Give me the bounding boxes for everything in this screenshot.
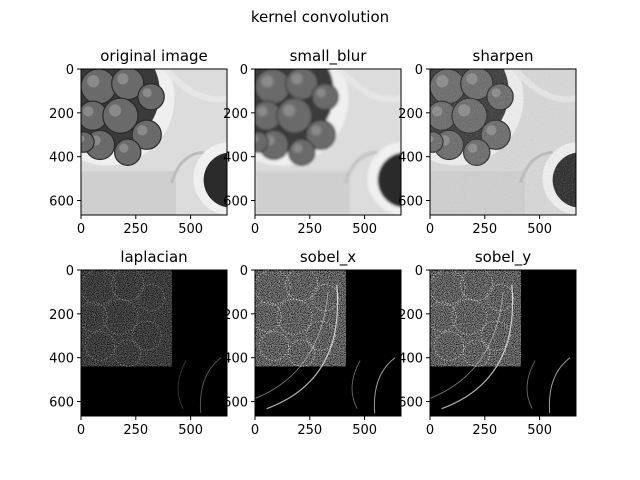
y-tick-label: 0 (415, 264, 423, 279)
panel-title: sobel_x (300, 248, 356, 267)
y-tick-label: 400 (398, 151, 423, 166)
panel-1: original image 0 250 500 0 200 400 600 (49, 47, 228, 237)
x-tick-label: 0 (426, 222, 434, 237)
x-tick-label: 0 (251, 423, 259, 438)
axes-frame (254, 68, 402, 216)
y-tick-label: 400 (49, 352, 74, 367)
panel-title: sharpen (473, 47, 534, 65)
y-tick-label: 600 (223, 195, 248, 210)
y-tick-label: 600 (223, 396, 248, 411)
x-tick-label: 0 (426, 423, 434, 438)
x-tick-label: 0 (251, 222, 259, 237)
y-tick-label: 200 (398, 107, 423, 122)
panel-title: small_blur (290, 47, 368, 66)
axes-frame (429, 269, 577, 417)
y-tick-label: 200 (223, 308, 248, 323)
y-tick-label: 0 (415, 63, 423, 78)
panel-2: small_blur 0 250 500 0 200 400 600 (223, 47, 402, 237)
x-tick-label: 250 (472, 222, 497, 237)
panel-4: laplacian 0 250 500 0 200 400 600 (49, 248, 228, 438)
y-tick-label: 200 (49, 308, 74, 323)
panel-6: sobel_y 0 250 500 0 200 400 600 (398, 248, 577, 438)
y-tick-label: 0 (66, 63, 74, 78)
panel-title: original image (100, 47, 208, 65)
x-tick-label: 250 (123, 423, 148, 438)
x-tick-label: 0 (77, 222, 85, 237)
y-tick-label: 600 (398, 396, 423, 411)
panel-image (430, 270, 576, 416)
y-tick-label: 400 (223, 151, 248, 166)
panel-image (430, 69, 576, 215)
panel-title: sobel_y (475, 248, 531, 267)
y-tick-label: 400 (49, 151, 74, 166)
figure-suptitle: kernel convolution (251, 8, 389, 26)
axes-frame (80, 68, 228, 216)
x-tick-label: 0 (77, 423, 85, 438)
axes-frame (429, 68, 577, 216)
x-tick-label: 250 (297, 423, 322, 438)
x-tick-label: 250 (297, 222, 322, 237)
y-tick-label: 200 (49, 107, 74, 122)
panel-image (81, 270, 227, 416)
axes-frame (80, 269, 228, 417)
x-tick-label: 500 (352, 222, 377, 237)
panel-image (255, 69, 401, 215)
panel-image (255, 270, 401, 416)
y-tick-label: 200 (223, 107, 248, 122)
x-tick-label: 500 (527, 423, 552, 438)
x-tick-label: 500 (527, 222, 552, 237)
y-tick-label: 0 (66, 264, 74, 279)
y-tick-label: 600 (49, 195, 74, 210)
panel-image (81, 69, 227, 215)
y-tick-label: 200 (398, 308, 423, 323)
panel-3: sharpen 0 250 500 0 200 400 600 (398, 47, 577, 237)
y-tick-label: 0 (240, 264, 248, 279)
x-tick-label: 500 (178, 222, 203, 237)
x-tick-label: 250 (472, 423, 497, 438)
y-tick-label: 600 (49, 396, 74, 411)
x-tick-label: 500 (352, 423, 377, 438)
panel-title: laplacian (120, 248, 187, 266)
panel-5: sobel_x 0 250 500 0 200 400 600 (223, 248, 402, 438)
y-tick-label: 0 (240, 63, 248, 78)
y-tick-label: 400 (398, 352, 423, 367)
x-tick-label: 500 (178, 423, 203, 438)
x-tick-label: 250 (123, 222, 148, 237)
axes-frame (254, 269, 402, 417)
y-tick-label: 600 (398, 195, 423, 210)
y-tick-label: 400 (223, 352, 248, 367)
